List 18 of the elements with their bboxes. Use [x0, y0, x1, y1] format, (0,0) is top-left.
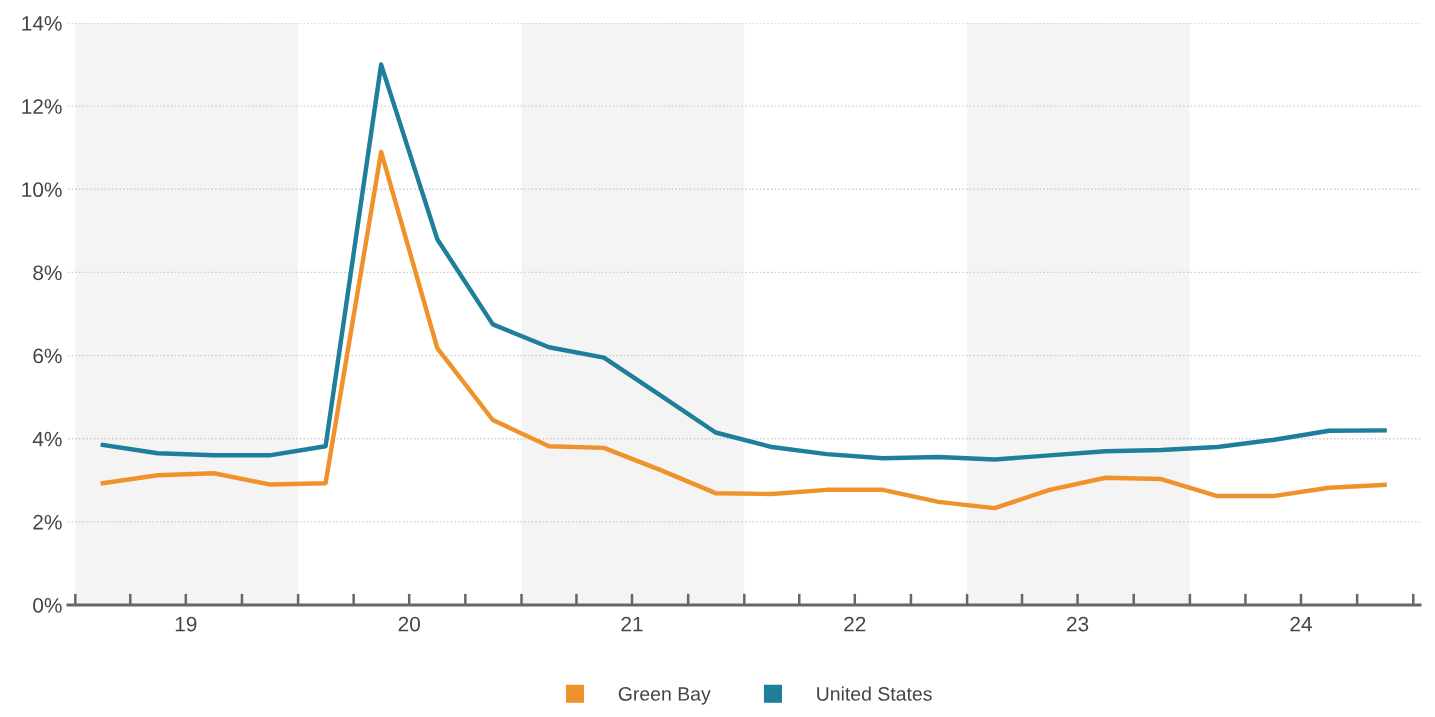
y-tick-label: 14% [22, 16, 62, 31]
y-tick-label: 6% [33, 348, 62, 364]
x-tick-label: 19 [175, 616, 197, 632]
legend-label: Green Bay [618, 687, 711, 705]
y-tick-label: 10% [22, 182, 62, 198]
x-tick-label: 24 [1290, 616, 1312, 632]
x-tick-label: 22 [844, 616, 866, 632]
x-tick-label: 21 [621, 616, 643, 632]
y-tick-label: 2% [33, 514, 62, 530]
legend-label: United States [817, 686, 932, 701]
y-tick-label: 8% [33, 265, 62, 281]
y-tick-label: 12% [22, 99, 62, 114]
x-tick-label: 23 [1067, 616, 1089, 632]
line-series [100, 149, 1387, 511]
x-tick-label: 20 [398, 616, 420, 632]
line-series [100, 62, 1387, 462]
y-tick-label: 4% [32, 431, 62, 447]
y-tick-label: 0% [33, 598, 62, 613]
